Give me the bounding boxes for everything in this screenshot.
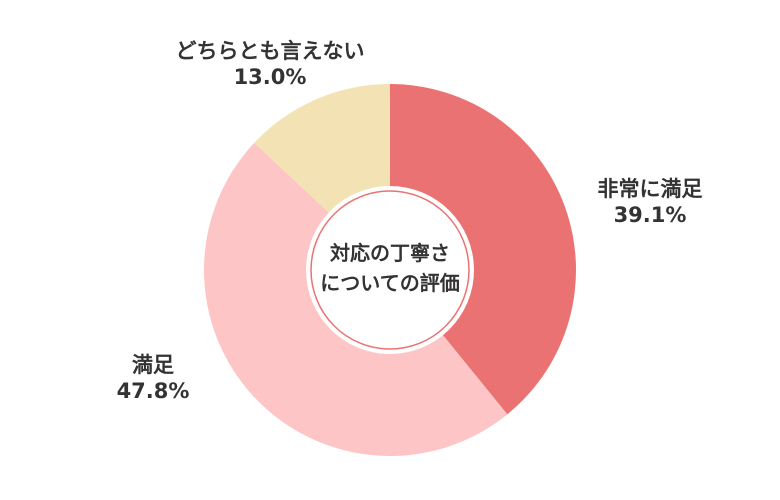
slice-value-satisfied: 47.8%: [116, 379, 190, 403]
slice-name-satisfied: 満足: [132, 353, 174, 377]
slice-name-very-satisfied: 非常に満足: [597, 177, 703, 201]
donut-hole: [306, 186, 474, 354]
slice-name-neutral: どちらとも言えない: [175, 39, 365, 63]
chart-title: 対応の丁寧さ についての評価: [290, 238, 490, 298]
slice-value-very-satisfied: 39.1%: [613, 203, 687, 227]
chart-title-line-1: 対応の丁寧さ: [330, 241, 450, 265]
slice-value-neutral: 13.0%: [233, 65, 307, 89]
donut-inner-ring: [310, 190, 470, 350]
slice-very-satisfied: [390, 84, 576, 415]
slice-label-neutral: どちらとも言えない 13.0%: [130, 38, 410, 90]
slice-label-satisfied: 満足 47.8%: [88, 352, 218, 404]
chart-title-line-2: についての評価: [320, 271, 460, 295]
slice-label-very-satisfied: 非常に満足 39.1%: [560, 176, 740, 228]
